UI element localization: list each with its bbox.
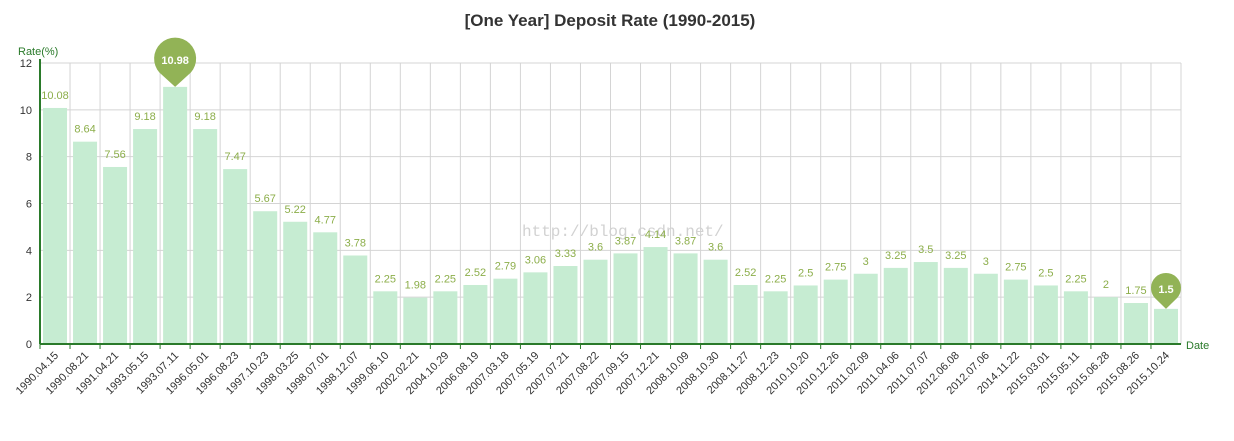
data-label: 1.75 xyxy=(1125,285,1146,297)
max-marker-label: 10.98 xyxy=(161,55,189,67)
min-marker-label: 1.5 xyxy=(1158,284,1173,296)
data-label: 9.18 xyxy=(134,111,155,123)
data-label: 3.6 xyxy=(588,242,603,254)
y-tick-label: 4 xyxy=(26,245,32,257)
data-label: 2.52 xyxy=(465,267,486,279)
data-label: 5.67 xyxy=(254,193,275,205)
y-tick-label: 12 xyxy=(20,58,32,70)
bar xyxy=(763,291,788,344)
bar xyxy=(943,267,968,344)
data-label: 2.5 xyxy=(798,267,813,279)
data-label: 3.25 xyxy=(885,250,906,262)
bar xyxy=(1003,279,1028,344)
data-label: 4.77 xyxy=(315,214,336,226)
data-labels: 10.08 8.64 7.56 9.18 9.18 7.47 5.67 5.22 4.77 3.7… xyxy=(41,90,1146,297)
data-label: 10.08 xyxy=(41,90,69,102)
data-label: 3 xyxy=(863,256,869,268)
y-axis-label: Rate(%) xyxy=(18,46,58,58)
chart-title: [One Year] Deposit Rate (1990-2015) xyxy=(465,11,756,30)
bar xyxy=(1063,291,1088,344)
bar xyxy=(43,107,68,345)
bar xyxy=(553,266,578,344)
data-label: 3.6 xyxy=(708,242,723,254)
bar xyxy=(523,272,548,344)
bar xyxy=(313,232,338,344)
y-tick-label: 2 xyxy=(26,292,32,304)
bar xyxy=(223,169,248,344)
bar xyxy=(853,273,878,344)
data-label: 7.56 xyxy=(104,149,125,161)
bar xyxy=(493,278,518,344)
data-label: 2.52 xyxy=(735,267,756,279)
max-marker xyxy=(154,37,197,87)
data-label: 2.25 xyxy=(765,273,786,285)
bar xyxy=(673,253,698,344)
bar xyxy=(73,141,98,344)
data-label: 2 xyxy=(1103,279,1109,291)
bar xyxy=(343,255,368,344)
watermark: http://blog.csdn.net/ xyxy=(522,223,724,241)
bar xyxy=(823,279,848,344)
bar xyxy=(733,284,758,344)
bar xyxy=(463,284,488,344)
data-label: 8.64 xyxy=(74,124,95,136)
bar xyxy=(193,129,218,344)
bar xyxy=(1093,297,1118,344)
data-label: 3.5 xyxy=(918,244,933,256)
bar xyxy=(1033,285,1058,344)
grid-lines xyxy=(39,62,1182,345)
y-tick-label: 8 xyxy=(26,152,32,164)
bar xyxy=(163,86,188,344)
bar xyxy=(283,221,308,344)
data-label: 4.14 xyxy=(645,229,666,241)
data-label: 3.06 xyxy=(525,254,546,266)
bar xyxy=(643,247,668,344)
y-tick-label: 0 xyxy=(26,339,32,351)
data-label: 3.25 xyxy=(945,250,966,262)
data-label: 3.78 xyxy=(345,237,366,249)
bar xyxy=(613,253,638,344)
bar xyxy=(913,262,938,344)
data-label: 2.25 xyxy=(375,273,396,285)
bar xyxy=(433,291,458,344)
bar xyxy=(1153,308,1178,344)
bar xyxy=(103,166,128,344)
data-label: 1.98 xyxy=(405,280,426,292)
data-label: 2.25 xyxy=(1065,273,1086,285)
data-label: 9.18 xyxy=(194,111,215,123)
bar xyxy=(403,297,428,344)
data-label: 3.87 xyxy=(675,235,696,247)
data-label: 3.33 xyxy=(555,248,576,260)
data-label: 7.47 xyxy=(224,151,245,163)
bar xyxy=(253,211,278,344)
bar xyxy=(583,259,608,344)
data-label: 2.79 xyxy=(495,261,516,273)
extreme-markers: 10.98 1.5 xyxy=(154,37,1181,309)
data-label: 2.75 xyxy=(1005,262,1026,274)
x-tick-labels: 1990.04.151990.08.211991.04.211993.05.15… xyxy=(14,350,1172,397)
data-label: 3 xyxy=(983,256,989,268)
bar xyxy=(973,273,998,344)
axes xyxy=(39,59,1181,349)
x-axis-label: Date xyxy=(1186,340,1209,352)
y-tick-label: 10 xyxy=(20,105,32,117)
data-label: 2.75 xyxy=(825,262,846,274)
bar xyxy=(133,129,158,344)
bar xyxy=(883,267,908,344)
bar xyxy=(373,291,398,344)
data-label: 2.5 xyxy=(1038,267,1053,279)
min-marker xyxy=(1150,272,1181,309)
y-tick-labels: 0 2 4 6 8 10 12 xyxy=(20,58,32,351)
y-tick-label: 6 xyxy=(26,199,32,211)
data-label: 5.22 xyxy=(285,204,306,216)
data-label: 3.87 xyxy=(615,235,636,247)
bars xyxy=(43,86,1178,345)
bar xyxy=(793,285,818,344)
data-label: 2.25 xyxy=(435,273,456,285)
bar xyxy=(1123,303,1148,344)
bar xyxy=(703,259,728,344)
